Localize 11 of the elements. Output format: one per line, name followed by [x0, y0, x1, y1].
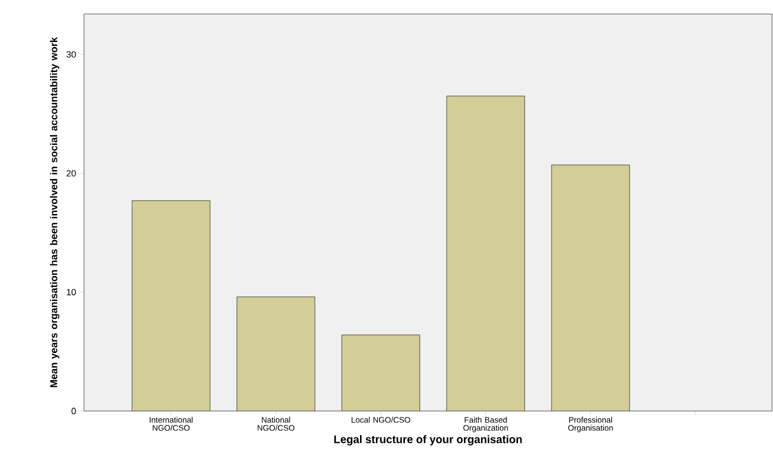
x-axis-title: Legal structure of your organisation: [334, 435, 522, 446]
y-tick-label: 10: [66, 288, 76, 296]
x-tick-label: Professional Organisation: [568, 416, 613, 432]
y-tick-label: 30: [66, 51, 76, 58]
x-tick-label: National NGO/CSO: [258, 416, 294, 431]
y-axis-title: Mean years organisation has been involved in social accountability work: [50, 37, 60, 388]
x-tick-label: Faith Based Organization: [463, 416, 508, 432]
y-tick-label: 20: [66, 170, 76, 176]
x-tick-label: Local NGO/CSO: [352, 416, 410, 423]
y-tick-label: 0: [72, 408, 76, 414]
x-tick-label: International NGO/CSO: [150, 416, 193, 431]
